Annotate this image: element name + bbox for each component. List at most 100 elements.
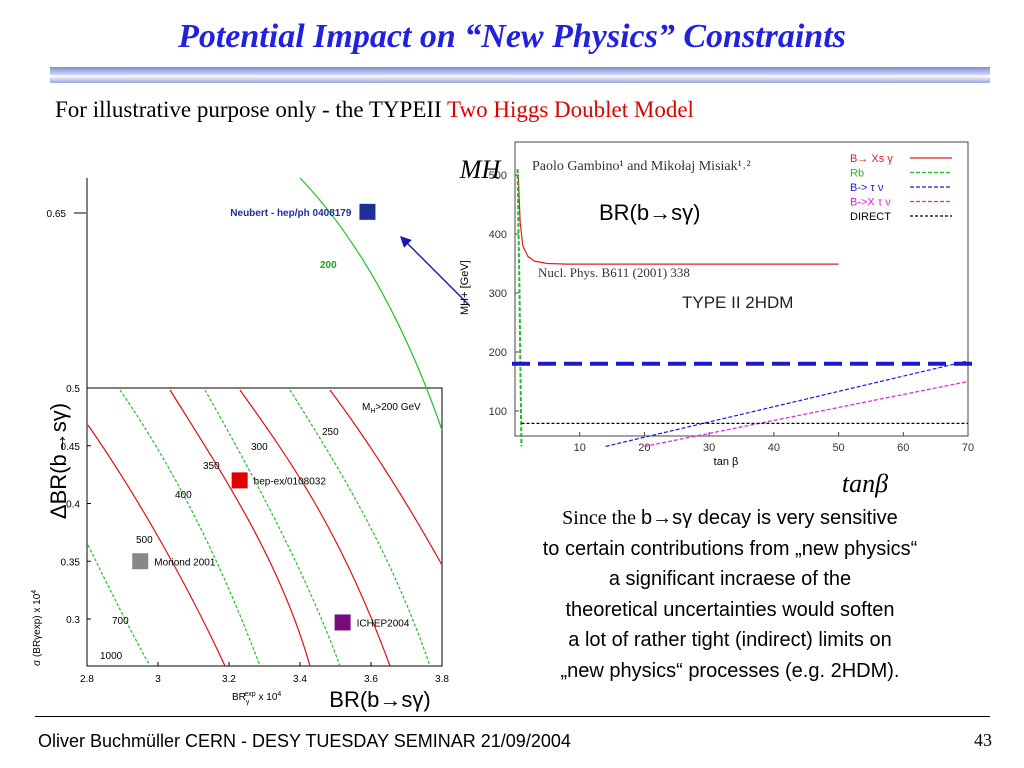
x-tick-label: 30 (703, 442, 715, 454)
contour-label: 500 (136, 535, 153, 546)
y-tick-label: 300 (489, 288, 507, 300)
body-line: theoretical uncertainties would soften (470, 595, 990, 626)
contour-label: 250 (322, 427, 339, 438)
x-tick-label: 50 (832, 442, 844, 454)
right-chart-big-x-label: tanβ (842, 469, 888, 498)
x-tick-label: 40 (768, 442, 780, 454)
x-tick-label: 3.4 (293, 674, 307, 685)
body-line-serif: Since the (562, 507, 642, 529)
contour-green-300 (289, 389, 431, 667)
body-line: „new physics“ processes (e.g. 2HDM). (470, 656, 990, 687)
body-text: Since the b→sγ decay is very sensitive to… (470, 503, 990, 686)
x-tick-label: 3.6 (364, 674, 378, 685)
contour-label: 1000 (100, 651, 123, 662)
series-line (517, 174, 839, 265)
left-chart-big-x-label: BR(b→sγ) (329, 687, 430, 712)
data-point-label: hep-ex/0108032 (254, 476, 327, 487)
right-chart-overlay-label: BR(b→sγ) (599, 200, 700, 225)
y-tick-label: 0.5 (66, 384, 80, 395)
contour-green-700 (119, 389, 261, 667)
data-point-label: Neubert - hep/ph 0408179 (230, 208, 352, 219)
contour-label: 700 (112, 616, 129, 627)
contour-green-400 (204, 389, 341, 667)
body-line: a lot of rather tight (indirect) limits … (470, 625, 990, 656)
left-chart-big-y-label: ΔBR(b→sγ) (46, 403, 71, 519)
series-line (644, 380, 969, 447)
series-line (516, 169, 523, 447)
right-chart-ticks: 10 20 30 40 50 60 70 100 200 300 400 500 (489, 170, 974, 454)
data-point (334, 614, 351, 631)
x-tick-label: 10 (574, 442, 586, 454)
right-chart-x-label: tan β (714, 456, 739, 468)
y-tick-label: 0.35 (61, 557, 81, 568)
body-line-text: b→sγ decay is very sensitive (641, 507, 898, 529)
right-chart-legend: B→ Xs γ Rb B-> τ ν B->X τ ν DIRECT (850, 153, 952, 223)
body-line-text: „new physics“ processes (e.g. 2HDM). (560, 659, 900, 682)
contour-green-200 (299, 177, 443, 431)
legend-label: B->X τ ν (850, 197, 891, 209)
page-number: 43 (974, 730, 992, 750)
legend-label: B→ Xs γ (850, 153, 893, 165)
x-tick-label: 3.2 (222, 674, 236, 685)
y-tick-label: 500 (489, 170, 507, 182)
y-tick-label: 400 (489, 229, 507, 241)
contour-red-500 (169, 389, 311, 667)
right-chart-series (516, 169, 969, 447)
body-line-text: theoretical uncertainties would soften (565, 598, 895, 621)
right-chart-label-box: TYPE II 2HDM (682, 293, 793, 312)
left-chart-y-label: σ (BRγexp) x 104 (31, 590, 43, 666)
body-line-text: a significant incraese of the (608, 568, 852, 590)
x-tick-label: 20 (638, 442, 650, 454)
left-chart-ticks: 2.8 3 3.2 3.4 3.6 3.8 0.3 0.35 0.4 0.45 0.5 0.65 (47, 209, 450, 685)
data-point-label: Moriond 2001 (154, 557, 216, 568)
body-line: to certain contributions from „new physi… (470, 534, 990, 565)
footer-text: Oliver Buchmüller CERN - DESY TUESDAY SE… (38, 731, 571, 751)
data-point (231, 472, 248, 489)
x-tick-label: 3.8 (435, 674, 449, 685)
y-tick-label: 0.45 (61, 442, 81, 453)
body-line-text: a lot of rather tight (indirect) limits … (568, 629, 892, 651)
contour-red-1000 (87, 424, 226, 667)
body-line: Since the b→sγ decay is very sensitive (470, 503, 990, 534)
x-tick-label: 2.8 (80, 674, 94, 685)
right-chart-header: Paolo Gambino¹ and Mikołaj Misiak¹˒² (532, 159, 751, 174)
x-tick-label: 70 (962, 442, 974, 454)
contour-label: 300 (251, 442, 268, 453)
subtitle: For illustrative purpose only - the TYPE… (55, 97, 694, 123)
subtitle-highlight: Two Higgs Doublet Model (447, 97, 694, 122)
contour-label: 200 (320, 260, 337, 271)
y-tick-label: 0.3 (66, 615, 80, 626)
left-chart-inset-label: MH>200 GeV (362, 402, 421, 415)
x-tick-label: 60 (897, 442, 909, 454)
right-chart-big-y-label: MH (459, 155, 502, 184)
left-chart-points: Neubert - hep/ph 0408179 hep-ex/0108032 Mo… (132, 203, 410, 631)
body-line: a significant incraese of the (470, 564, 990, 595)
y-tick-label: 0.4 (66, 500, 80, 511)
contour-red-250 (329, 389, 443, 566)
x-tick-label: 3 (155, 674, 161, 685)
data-point-label: ICHEP2004 (357, 618, 410, 629)
right-chart-y-label: MH+ [GeV] (459, 260, 471, 315)
contour-label: 400 (175, 490, 192, 501)
right-chart-reference: Nucl. Phys. B611 (2001) 338 (538, 265, 690, 280)
left-chart-panel-frame (86, 387, 443, 667)
left-chart-x-label: BRγexp x 104 (232, 691, 281, 706)
body-line-text: to certain contributions from „new physi… (542, 537, 918, 560)
y-tick-label: 200 (489, 347, 507, 359)
contour-red-350 (239, 389, 391, 667)
y-extra-tick-label: 0.65 (47, 209, 67, 220)
footer-divider (35, 716, 990, 717)
legend-label: B-> τ ν (850, 182, 884, 194)
title-divider (50, 67, 990, 83)
data-point (359, 203, 376, 220)
data-point (132, 553, 149, 570)
legend-label: Rb (850, 168, 864, 180)
contour-green-1000 (87, 544, 151, 667)
slide-title: Potential Impact on “New Physics” Constr… (178, 18, 846, 55)
contour-label: 350 (203, 461, 220, 472)
left-chart: 250 350 500 1000 200 300 400 700 2.8 3 3.2 3.4 3.6 3… (31, 177, 470, 712)
legend-label: DIRECT (850, 211, 891, 223)
right-chart-plot-frame (514, 141, 969, 437)
series-line (605, 360, 969, 447)
